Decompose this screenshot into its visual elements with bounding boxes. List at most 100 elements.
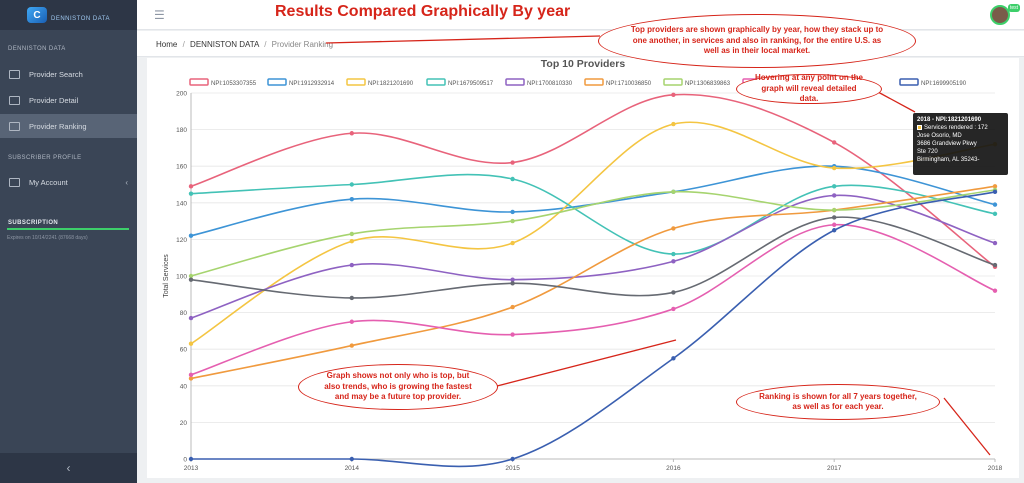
data-point (671, 189, 676, 195)
series-line (190, 216, 996, 299)
data-point (349, 231, 354, 237)
sidebar-item-provider-ranking[interactable]: Provider Ranking (0, 114, 137, 138)
chart-tooltip: 2018 - NPI:1821201690 Services rendered … (913, 113, 1008, 175)
list-icon (9, 69, 20, 79)
data-point (510, 281, 515, 286)
data-point (510, 332, 515, 337)
y-tick-label: 160 (176, 164, 187, 171)
sidebar-item-my-account[interactable]: My Account ‹ (0, 170, 137, 194)
data-point (188, 341, 194, 346)
annotation-arrow (325, 35, 601, 44)
y-tick-label: 60 (180, 347, 188, 354)
legend-swatch (584, 78, 604, 86)
y-tick-label: 20 (180, 420, 188, 427)
sidebar-item-label: Provider Ranking (29, 121, 87, 131)
sidebar-item-label: My Account (29, 177, 68, 187)
data-point (671, 121, 676, 127)
legend-swatch (267, 78, 287, 86)
crosshair-icon (9, 177, 20, 187)
legend-swatch (899, 78, 919, 86)
subscription-progress-bar (7, 228, 129, 230)
tooltip-line: 3686 Grandview Pkwy (917, 141, 977, 148)
y-tick-label: 180 (176, 127, 187, 134)
data-point (510, 277, 515, 282)
series-line (190, 121, 996, 345)
annotation-arrow (943, 397, 991, 456)
data-point (188, 184, 194, 189)
sidebar-item-label: Provider Search (29, 69, 83, 79)
series-line (191, 191, 996, 468)
data-point (188, 372, 194, 378)
sidebar-section-data: DENNISTON DATA (8, 46, 66, 52)
data-point (832, 184, 837, 189)
data-point (992, 262, 998, 268)
data-point (349, 319, 354, 324)
legend-label: NPI:1821201690 (368, 81, 414, 87)
data-point (832, 140, 837, 145)
data-point (510, 160, 515, 165)
data-point (992, 202, 998, 207)
data-point (349, 239, 354, 244)
avatar[interactable] (990, 5, 1010, 25)
legend-label: NPI:1306839863 (685, 81, 731, 87)
callout-trends: Graph shows not only who is top, but als… (298, 364, 498, 410)
subscription-expiry: Expires on 10/14/2241 (87668 days) (7, 235, 88, 241)
sidebar: C DENNISTON DATA DENNISTON DATA Provider… (0, 0, 137, 483)
data-point (832, 222, 837, 227)
chart-title: Top 10 Providers (540, 58, 626, 70)
sidebar-section-subscription: SUBSCRIPTION (8, 220, 59, 226)
y-tick-label: 120 (176, 237, 187, 244)
legend-swatch (917, 125, 922, 131)
data-point (349, 262, 354, 268)
tooltip-metric-text: Services rendered : 172 (924, 125, 988, 132)
y-tick-label: 140 (176, 200, 187, 207)
y-tick-label: 0 (183, 457, 187, 464)
data-point (349, 295, 354, 301)
y-tick-label: 40 (180, 383, 188, 390)
y-tick-label: 80 (180, 310, 188, 317)
tooltip-line: Birmingham, AL 35243- (917, 157, 980, 164)
data-point (671, 259, 676, 264)
breadcrumb-data[interactable]: DENNISTON DATA (190, 40, 259, 49)
series-line (190, 93, 996, 268)
data-point (671, 356, 676, 361)
data-point (349, 131, 354, 136)
breadcrumb-home[interactable]: Home (156, 40, 178, 49)
callout-hover: Hovering at any point on the graph will … (736, 73, 882, 104)
tooltip-title: 2018 - NPI:1821201690 (917, 117, 982, 123)
data-point (671, 290, 676, 295)
tooltip-line: Jose Osorio, MD (917, 133, 962, 140)
data-point (992, 184, 998, 189)
data-point (510, 218, 515, 224)
callout-top-providers: Top providers are shown graphically by y… (598, 14, 916, 68)
x-tick-label: 2018 (988, 465, 1003, 472)
breadcrumb-current: Provider Ranking (271, 40, 334, 49)
tooltip-metric: Services rendered : 172 (917, 124, 1004, 132)
annotation-arrow (877, 91, 916, 113)
data-point (188, 277, 194, 282)
data-point (671, 92, 676, 98)
menu-icon[interactable]: ☰ (154, 8, 165, 22)
brand-logo[interactable]: C DENNISTON DATA (0, 0, 137, 30)
series-line (190, 194, 996, 319)
data-point (349, 182, 354, 187)
collapse-sidebar-button[interactable]: ‹ (0, 453, 137, 483)
sidebar-item-provider-detail[interactable]: Provider Detail (0, 88, 137, 112)
legend-swatch (189, 78, 209, 86)
y-tick-label: 100 (176, 274, 187, 281)
data-point (832, 228, 837, 233)
data-point (510, 209, 515, 215)
data-point (349, 456, 354, 462)
legend-swatch (663, 78, 683, 86)
breadcrumb-separator: / (264, 40, 267, 49)
data-point (349, 343, 354, 348)
sidebar-item-provider-search[interactable]: Provider Search (0, 62, 137, 86)
data-point (510, 176, 515, 182)
data-point (671, 306, 676, 312)
logo-text: DENNISTON DATA (50, 16, 110, 22)
legend-label: NPI:1912932914 (289, 81, 335, 87)
series-line (190, 165, 996, 237)
legend-swatch (426, 78, 446, 86)
data-point (510, 456, 515, 462)
series-line (190, 189, 996, 277)
